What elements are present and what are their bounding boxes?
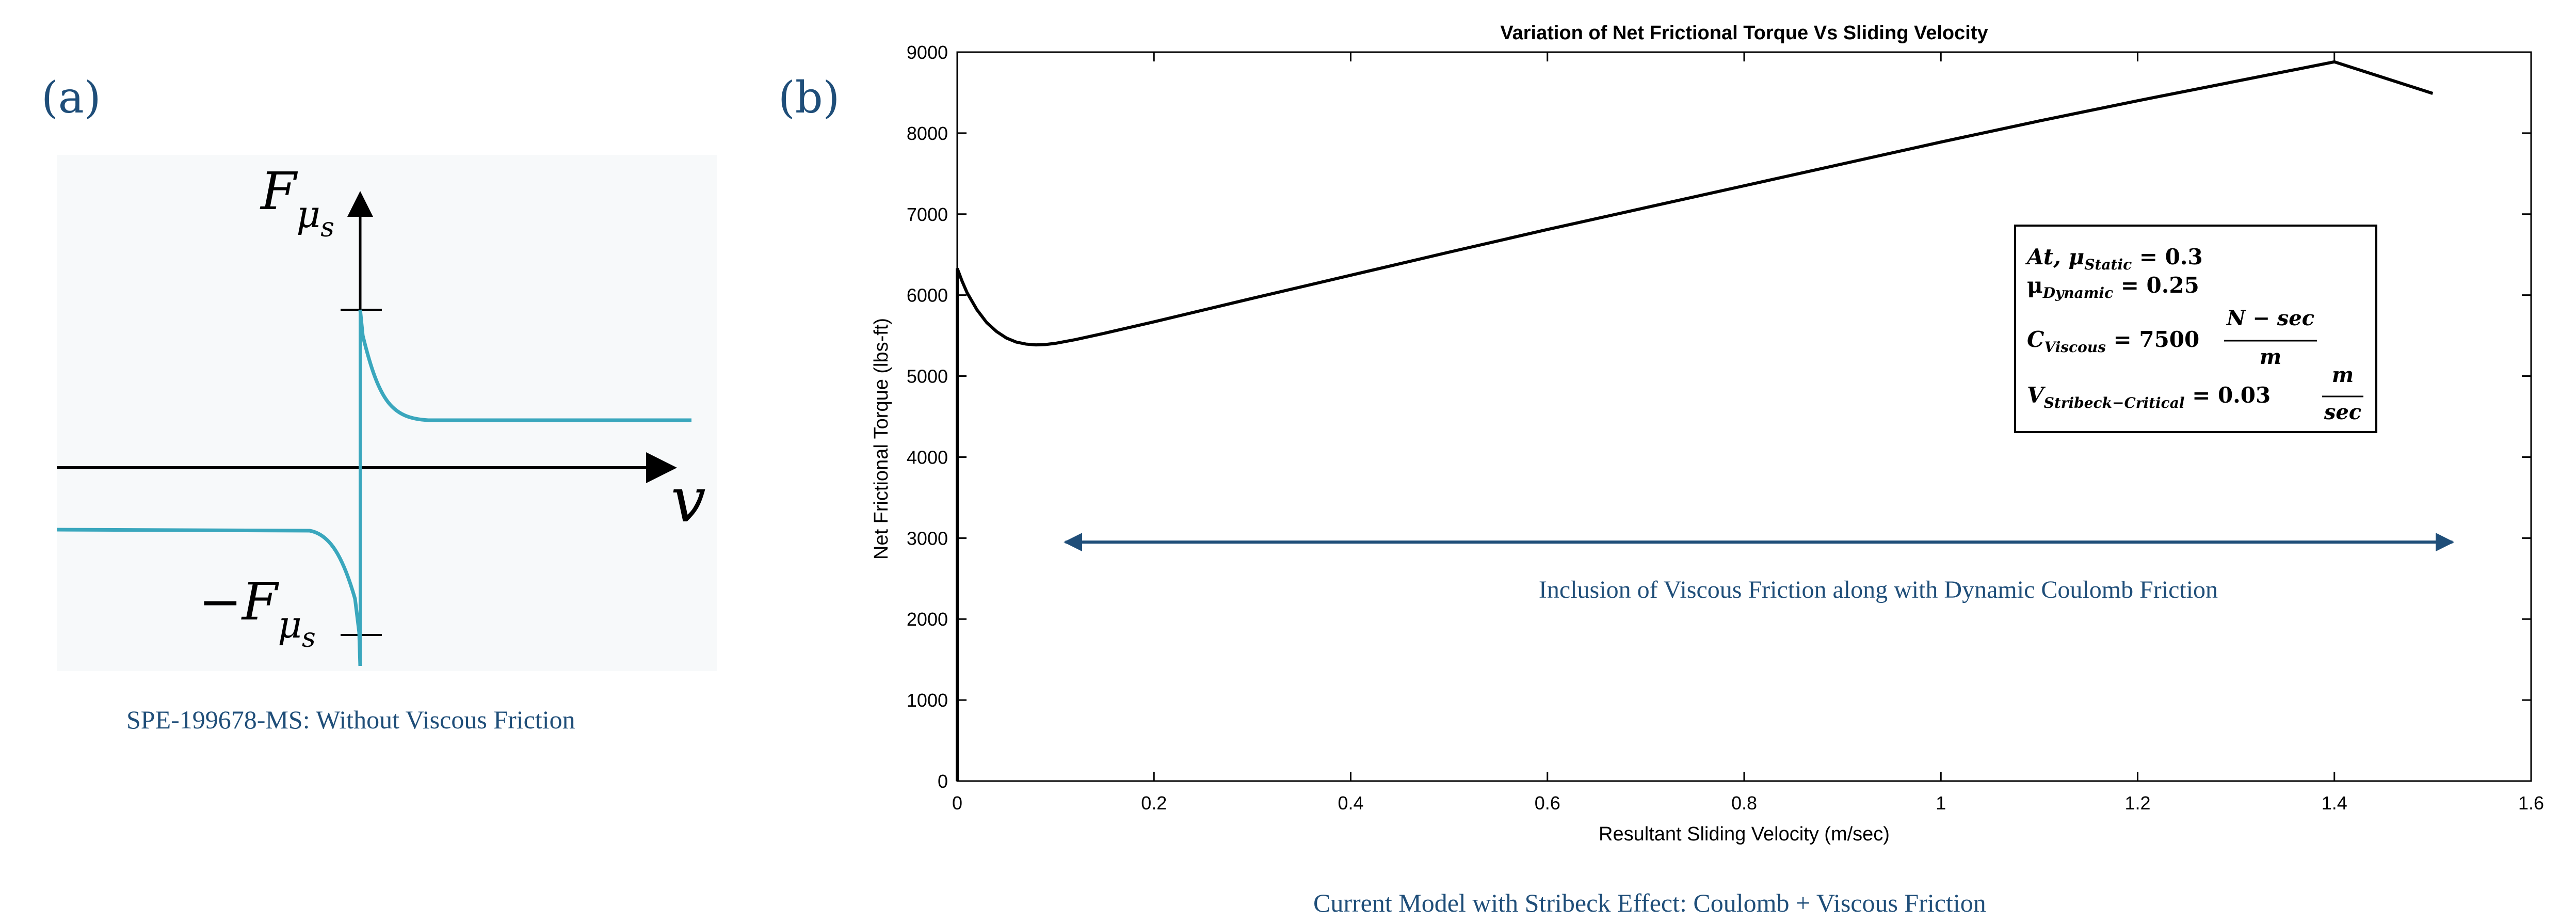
- sketch-negative-curve: [56, 528, 362, 666]
- y-ticks: 0 1000 2000 3000 4000 5000 6000 7000 8000 9000: [907, 42, 2531, 792]
- param-v-stribeck: VStribeck−Critical = 0.03: [2027, 383, 2271, 411]
- x-tick-label: 0: [952, 792, 962, 814]
- x-tick-label: 1.2: [2124, 792, 2150, 814]
- y-tick-label: 0: [938, 771, 948, 792]
- y-tick-label: 4000: [907, 447, 948, 468]
- x-ticks: 0 0.2 0.4 0.6 0.8 1 1.2 1.4 1.6: [952, 52, 2544, 814]
- x-tick-label: 0.2: [1141, 792, 1167, 814]
- chart-x-label: Resultant Sliding Velocity (m/sec): [1599, 823, 1890, 845]
- parameter-box-frame: [2014, 225, 2377, 433]
- parameter-box: At, μStatic = 0.3 μDynamic = 0.25 CVisco…: [2014, 225, 2377, 433]
- sketch-background: [57, 155, 717, 671]
- y-tick-label: 2000: [907, 609, 948, 630]
- chart-title: Variation of Net Frictional Torque Vs Sl…: [1500, 22, 1988, 44]
- y-tick-label: 5000: [907, 366, 948, 387]
- param-v-stribeck-numerator: m: [2332, 363, 2354, 387]
- torque-series-line: [956, 60, 2434, 781]
- panel-a-label: (a): [41, 72, 101, 123]
- x-tick-label: 1.6: [2518, 792, 2544, 814]
- param-mu-static: At, μStatic = 0.3: [2025, 244, 2203, 273]
- panel-b-label: (b): [778, 72, 840, 123]
- y-tick-label: 1000: [907, 690, 948, 711]
- sketch-x-label: v: [671, 465, 706, 536]
- y-tick-label: 8000: [907, 123, 948, 144]
- param-v-stribeck-denominator: sec: [2324, 400, 2361, 424]
- chart-y-label: Net Frictional Torque (lbs-ft): [871, 318, 892, 560]
- x-tick-label: 0.6: [1535, 792, 1560, 814]
- sketch-positive-curve: [358, 309, 691, 422]
- param-c-viscous: CViscous = 7500: [2027, 327, 2199, 356]
- sketch-y-label: Fμs: [260, 161, 334, 243]
- x-tick-label: 0.4: [1338, 792, 1363, 814]
- y-tick-label: 3000: [907, 528, 948, 549]
- y-tick-label: 9000: [907, 42, 948, 63]
- param-c-viscous-denominator: m: [2260, 345, 2281, 369]
- x-tick-label: 1.4: [2322, 792, 2347, 814]
- friction-sketch: Fμs −Fμs v: [56, 155, 717, 671]
- panel-b-caption: Current Model with Stribeck Effect: Coul…: [1313, 888, 1986, 917]
- panel-a-caption: SPE-199678-MS: Without Viscous Friction: [126, 705, 575, 734]
- y-tick-label: 7000: [907, 204, 948, 225]
- viscous-annotation-text: Inclusion of Viscous Friction along with…: [1539, 576, 2218, 603]
- x-tick-label: 0.8: [1731, 792, 1757, 814]
- param-mu-dynamic: μDynamic = 0.25: [2027, 273, 2199, 301]
- sketch-neg-label: −Fμs: [199, 571, 316, 654]
- y-tick-label: 6000: [907, 285, 948, 306]
- param-c-viscous-numerator: N − sec: [2226, 306, 2314, 330]
- x-tick-label: 1: [1936, 792, 1946, 814]
